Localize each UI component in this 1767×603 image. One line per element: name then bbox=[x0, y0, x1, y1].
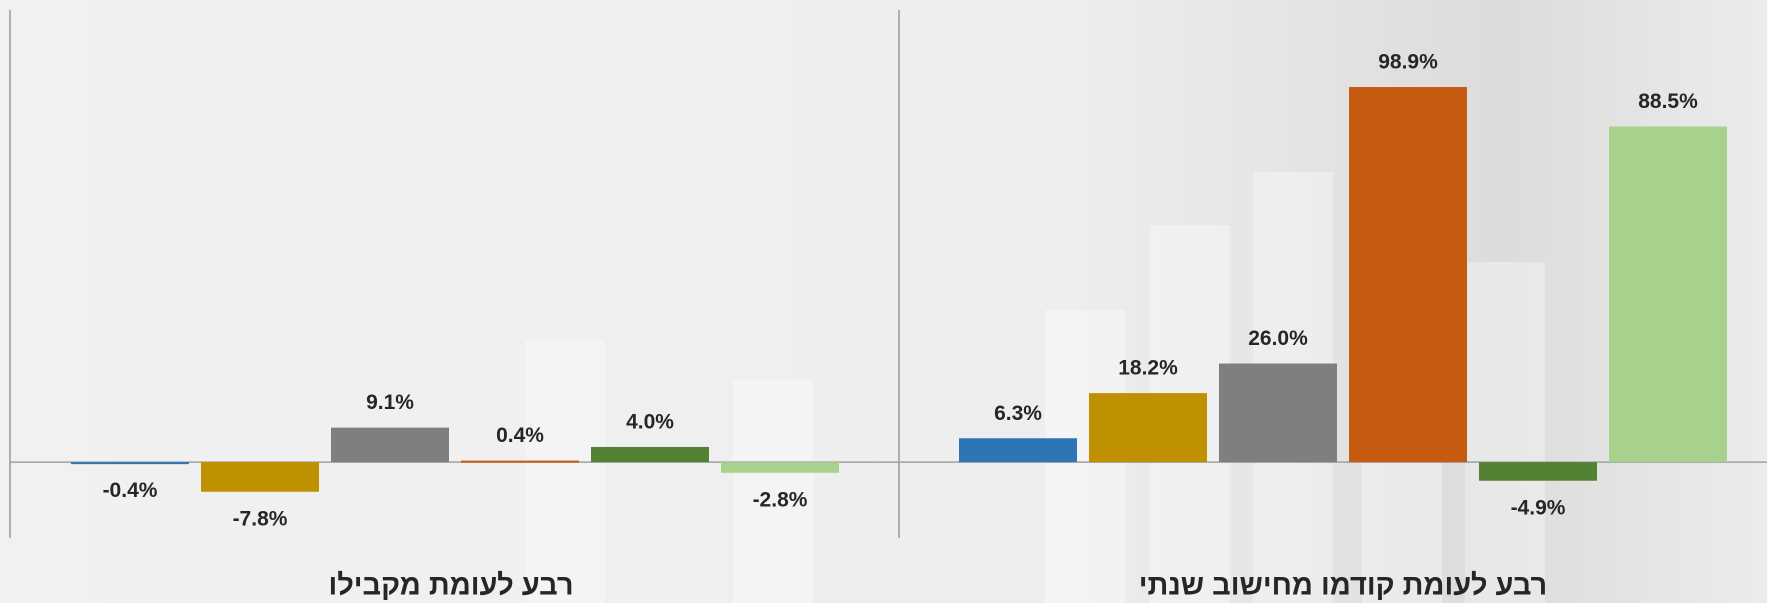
value-label: -0.4% bbox=[103, 479, 158, 502]
bar bbox=[201, 462, 319, 492]
bar bbox=[71, 462, 189, 465]
value-label: 26.0% bbox=[1248, 327, 1308, 350]
value-label: -2.8% bbox=[753, 488, 808, 511]
bar bbox=[1219, 363, 1337, 463]
value-label: -4.9% bbox=[1511, 496, 1566, 519]
chart-title: רבע לעומת מקבילו bbox=[328, 570, 573, 602]
bar bbox=[1349, 87, 1467, 463]
value-label: 6.3% bbox=[994, 402, 1042, 425]
value-label: 0.4% bbox=[496, 424, 544, 447]
bar bbox=[721, 462, 839, 473]
bar bbox=[1609, 126, 1727, 463]
value-label: 4.0% bbox=[626, 411, 674, 434]
value-label: 98.9% bbox=[1378, 51, 1438, 74]
bar bbox=[959, 438, 1077, 463]
bar bbox=[1089, 393, 1207, 463]
bar bbox=[591, 446, 709, 463]
bar bbox=[1479, 462, 1597, 481]
value-label: 9.1% bbox=[366, 391, 414, 414]
bar bbox=[331, 427, 449, 463]
chart-title: רבע לעומת קודמו מחישוב שנתי bbox=[1139, 570, 1548, 602]
value-label: 88.5% bbox=[1638, 90, 1698, 113]
value-label: -7.8% bbox=[233, 507, 288, 530]
value-label: 18.2% bbox=[1118, 357, 1178, 380]
bar bbox=[461, 460, 579, 463]
